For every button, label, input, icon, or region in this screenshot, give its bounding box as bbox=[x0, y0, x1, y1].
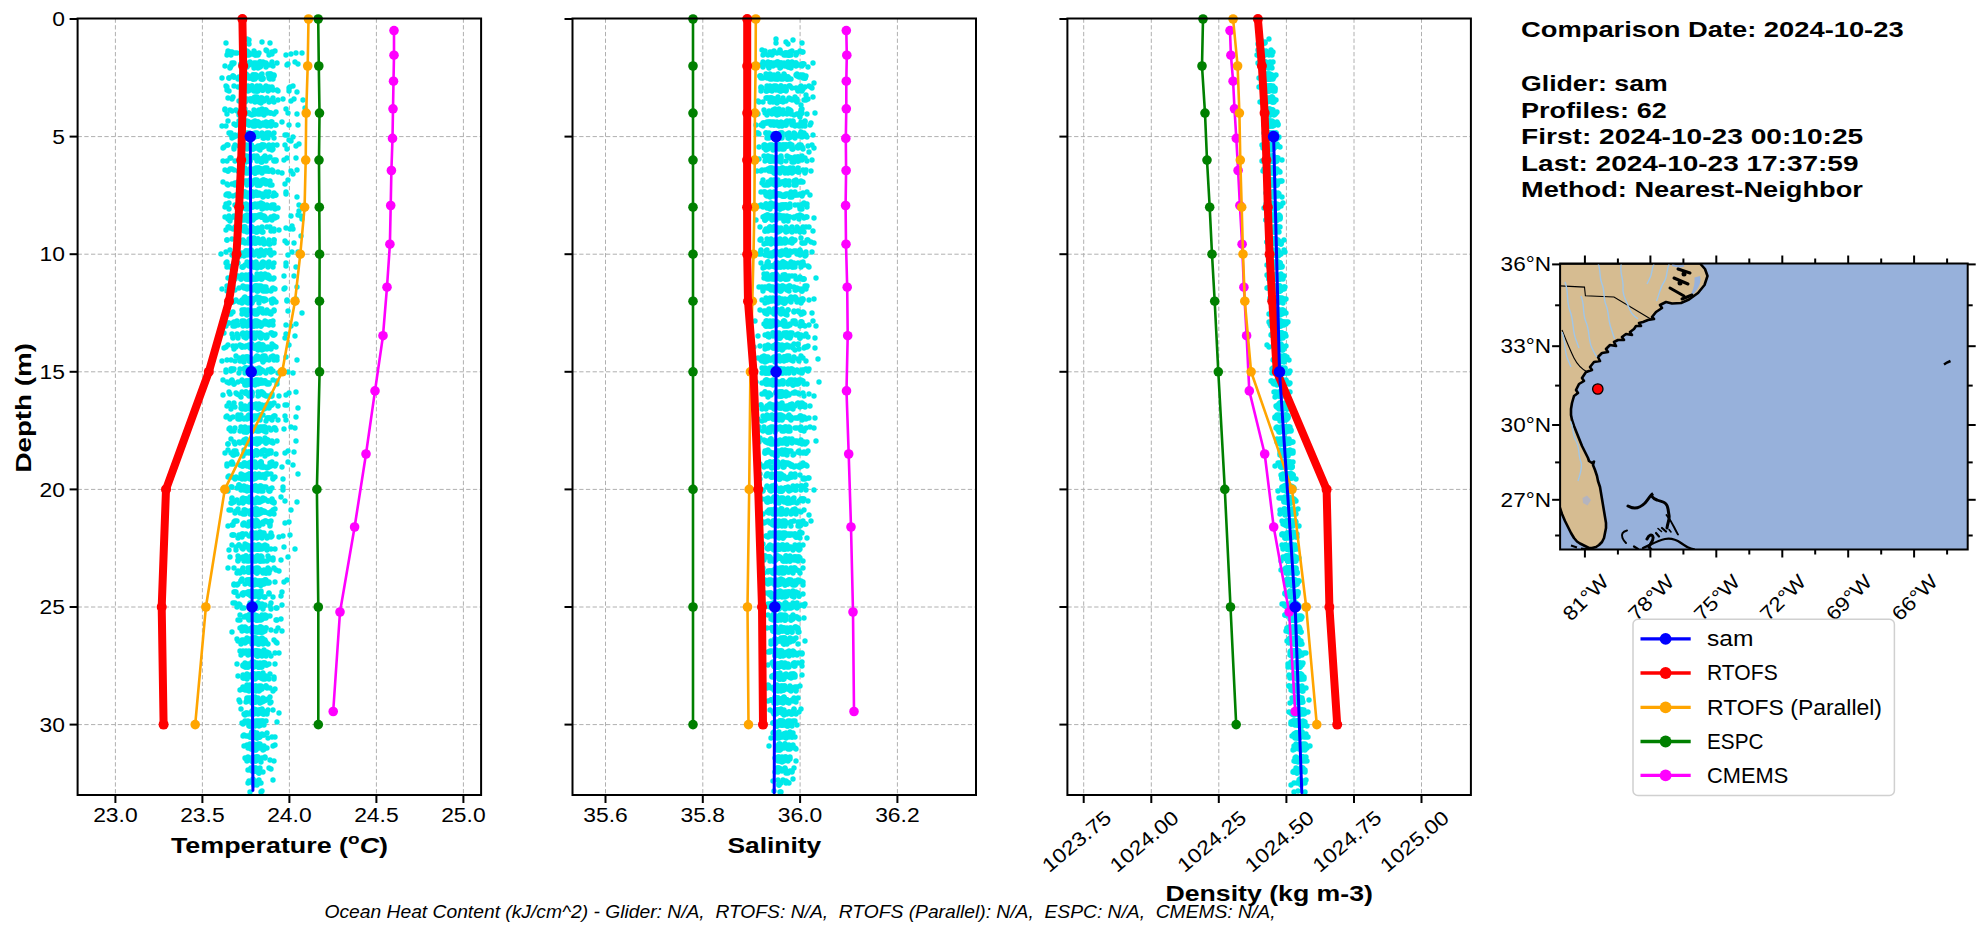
svg-text:Ocean Heat Content (kJ/cm^2) -: Ocean Heat Content (kJ/cm^2) - Glider: N… bbox=[325, 902, 1276, 922]
svg-text:Glider: sam: Glider: sam bbox=[1521, 71, 1668, 96]
svg-text:24.5: 24.5 bbox=[354, 804, 399, 826]
svg-text:Comparison Date: 2024-10-23: Comparison Date: 2024-10-23 bbox=[1521, 17, 1904, 42]
svg-text:25.0: 25.0 bbox=[441, 804, 486, 826]
svg-text:Depth (m): Depth (m) bbox=[11, 343, 36, 473]
svg-text:23.0: 23.0 bbox=[93, 804, 138, 826]
svg-text:Last: 2024-10-23 17:37:59: Last: 2024-10-23 17:37:59 bbox=[1521, 151, 1859, 176]
svg-text:35.6: 35.6 bbox=[583, 804, 628, 826]
svg-text:Salinity: Salinity bbox=[727, 833, 822, 858]
svg-text:sam: sam bbox=[1707, 626, 1753, 651]
svg-text:10: 10 bbox=[40, 243, 65, 265]
svg-text:CMEMS: CMEMS bbox=[1707, 763, 1788, 788]
svg-text:25: 25 bbox=[40, 596, 65, 618]
svg-text:ESPC: ESPC bbox=[1707, 729, 1764, 754]
svg-text:0: 0 bbox=[52, 8, 65, 30]
svg-text:33°N: 33°N bbox=[1501, 335, 1551, 357]
svg-text:15: 15 bbox=[40, 361, 65, 383]
svg-text:20: 20 bbox=[40, 479, 65, 501]
svg-text:Profiles: 62: Profiles: 62 bbox=[1521, 98, 1667, 123]
svg-text:23.5: 23.5 bbox=[180, 804, 225, 826]
svg-text:36.2: 36.2 bbox=[875, 804, 920, 826]
svg-text:5: 5 bbox=[52, 126, 65, 148]
svg-text:36.0: 36.0 bbox=[778, 804, 823, 826]
svg-text:Method: Nearest-Neighbor: Method: Nearest-Neighbor bbox=[1521, 177, 1863, 202]
svg-text:27°N: 27°N bbox=[1501, 489, 1551, 511]
svg-text:RTOFS: RTOFS bbox=[1707, 660, 1778, 685]
svg-text:24.0: 24.0 bbox=[267, 804, 312, 826]
svg-text:RTOFS (Parallel): RTOFS (Parallel) bbox=[1707, 695, 1882, 720]
svg-text:30: 30 bbox=[40, 714, 65, 736]
svg-text:36°N: 36°N bbox=[1501, 253, 1551, 275]
svg-text:35.8: 35.8 bbox=[681, 804, 726, 826]
svg-text:30°N: 30°N bbox=[1501, 414, 1551, 436]
svg-text:First: 2024-10-23 00:10:25: First: 2024-10-23 00:10:25 bbox=[1521, 124, 1863, 149]
